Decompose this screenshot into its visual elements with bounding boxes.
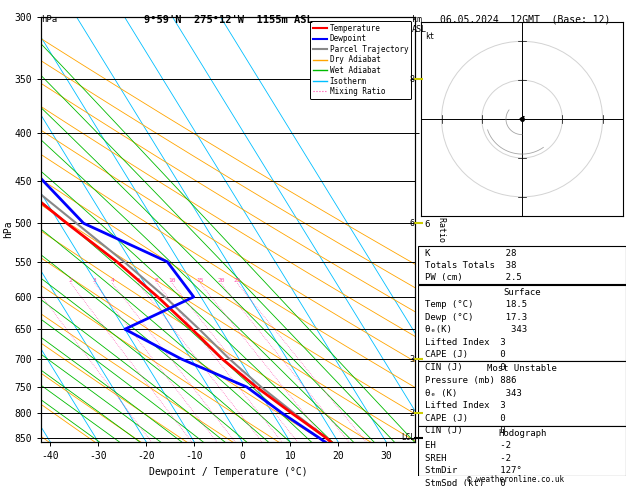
Text: CAPE (J)      0: CAPE (J) 0 <box>425 414 505 423</box>
Text: Lifted Index  3: Lifted Index 3 <box>425 338 505 347</box>
Text: K              28: K 28 <box>425 249 516 258</box>
Bar <box>418 246 626 284</box>
Text: 8: 8 <box>155 278 159 283</box>
Text: LCL: LCL <box>401 433 415 442</box>
Text: Hodograph: Hodograph <box>498 429 546 438</box>
Text: CIN (J)       0: CIN (J) 0 <box>425 426 505 435</box>
Text: θₑ (K)         343: θₑ (K) 343 <box>425 389 521 398</box>
Text: EH            -2: EH -2 <box>425 441 511 450</box>
Text: SREH          -2: SREH -2 <box>425 453 511 463</box>
Y-axis label: Mixing Ratio (g/kg): Mixing Ratio (g/kg) <box>437 182 446 277</box>
X-axis label: Dewpoint / Temperature (°C): Dewpoint / Temperature (°C) <box>148 467 308 477</box>
Text: 4: 4 <box>111 278 114 283</box>
Text: StmSpd (kt)   0: StmSpd (kt) 0 <box>425 479 505 486</box>
Legend: Temperature, Dewpoint, Parcel Trajectory, Dry Adiabat, Wet Adiabat, Isotherm, Mi: Temperature, Dewpoint, Parcel Trajectory… <box>309 21 411 99</box>
Text: 25: 25 <box>233 278 241 283</box>
Text: 9°59'N  275°12'W  1155m ASL: 9°59'N 275°12'W 1155m ASL <box>143 15 313 25</box>
Text: Lifted Index  3: Lifted Index 3 <box>425 401 505 410</box>
Text: Dewp (°C)      17.3: Dewp (°C) 17.3 <box>425 312 526 322</box>
Text: 20: 20 <box>217 278 225 283</box>
Bar <box>418 361 626 426</box>
Bar <box>418 285 626 361</box>
Text: 2: 2 <box>410 409 415 417</box>
Text: kt: kt <box>425 32 435 41</box>
Text: 8: 8 <box>410 75 415 84</box>
Text: 15: 15 <box>196 278 204 283</box>
Text: θₑ(K)           343: θₑ(K) 343 <box>425 325 526 334</box>
Text: 2: 2 <box>69 278 72 283</box>
Text: Surface: Surface <box>503 288 541 297</box>
Bar <box>418 426 626 476</box>
Text: LCL: LCL <box>422 435 437 444</box>
Text: Temp (°C)      18.5: Temp (°C) 18.5 <box>425 300 526 309</box>
Text: © weatheronline.co.uk: © weatheronline.co.uk <box>467 474 564 484</box>
Text: Pressure (mb) 886: Pressure (mb) 886 <box>425 376 516 385</box>
Text: 3: 3 <box>410 355 415 364</box>
Text: 06.05.2024  12GMT  (Base: 12): 06.05.2024 12GMT (Base: 12) <box>440 15 610 25</box>
Text: Most Unstable: Most Unstable <box>487 364 557 373</box>
Text: hPa: hPa <box>41 15 57 24</box>
Text: StmDir        127°: StmDir 127° <box>425 466 521 475</box>
Text: CIN (J)       0: CIN (J) 0 <box>425 363 505 372</box>
Text: 6: 6 <box>136 278 140 283</box>
Text: PW (cm)        2.5: PW (cm) 2.5 <box>425 274 521 282</box>
Text: 6: 6 <box>410 219 415 228</box>
Text: 10: 10 <box>168 278 175 283</box>
Text: Totals Totals  38: Totals Totals 38 <box>425 261 516 270</box>
Y-axis label: hPa: hPa <box>3 221 13 239</box>
Text: CAPE (J)      0: CAPE (J) 0 <box>425 350 505 359</box>
Text: km
ASL: km ASL <box>412 15 427 34</box>
Text: 3: 3 <box>93 278 97 283</box>
